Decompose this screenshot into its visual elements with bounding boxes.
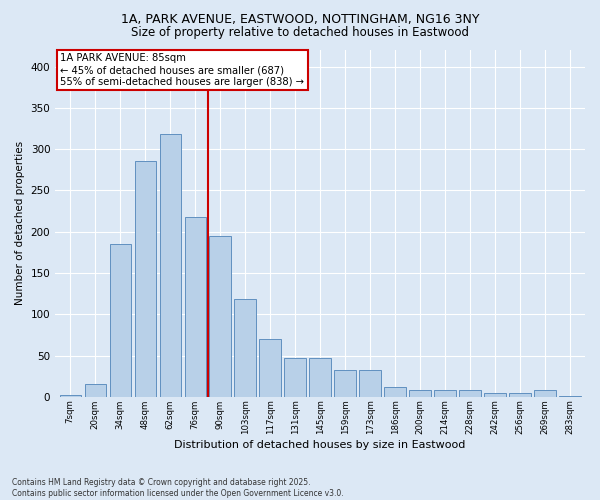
Bar	[385, 387, 406, 397]
Bar	[460, 390, 481, 397]
Bar	[59, 395, 81, 397]
Bar	[185, 217, 206, 397]
Bar	[259, 339, 281, 397]
Bar	[535, 390, 556, 397]
Bar	[85, 384, 106, 397]
Bar	[359, 370, 380, 397]
Bar	[110, 244, 131, 397]
Bar	[235, 300, 256, 397]
Text: 1A PARK AVENUE: 85sqm
← 45% of detached houses are smaller (687)
55% of semi-det: 1A PARK AVENUE: 85sqm ← 45% of detached …	[61, 54, 304, 86]
Bar	[559, 396, 581, 397]
Bar	[409, 390, 431, 397]
Bar	[134, 162, 156, 397]
Text: 1A, PARK AVENUE, EASTWOOD, NOTTINGHAM, NG16 3NY: 1A, PARK AVENUE, EASTWOOD, NOTTINGHAM, N…	[121, 12, 479, 26]
Bar	[484, 392, 506, 397]
Bar	[209, 236, 231, 397]
Bar	[434, 390, 455, 397]
X-axis label: Distribution of detached houses by size in Eastwood: Distribution of detached houses by size …	[175, 440, 466, 450]
Bar	[509, 392, 530, 397]
Bar	[334, 370, 356, 397]
Bar	[160, 134, 181, 397]
Text: Size of property relative to detached houses in Eastwood: Size of property relative to detached ho…	[131, 26, 469, 39]
Bar	[284, 358, 306, 397]
Text: Contains HM Land Registry data © Crown copyright and database right 2025.
Contai: Contains HM Land Registry data © Crown c…	[12, 478, 344, 498]
Y-axis label: Number of detached properties: Number of detached properties	[15, 142, 25, 306]
Bar	[310, 358, 331, 397]
